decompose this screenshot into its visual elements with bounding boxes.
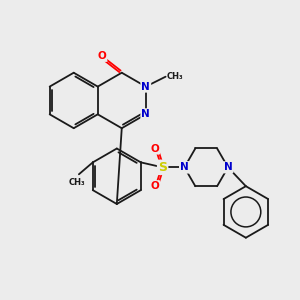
Text: N: N	[180, 162, 189, 172]
Text: N: N	[141, 109, 150, 119]
Text: O: O	[150, 181, 159, 191]
Text: CH₃: CH₃	[69, 178, 85, 187]
Text: S: S	[158, 161, 167, 174]
Text: N: N	[180, 162, 189, 172]
Text: CH₃: CH₃	[167, 72, 183, 81]
Text: O: O	[150, 143, 159, 154]
Text: N: N	[224, 162, 232, 172]
Text: O: O	[98, 51, 106, 61]
Text: N: N	[141, 82, 150, 92]
